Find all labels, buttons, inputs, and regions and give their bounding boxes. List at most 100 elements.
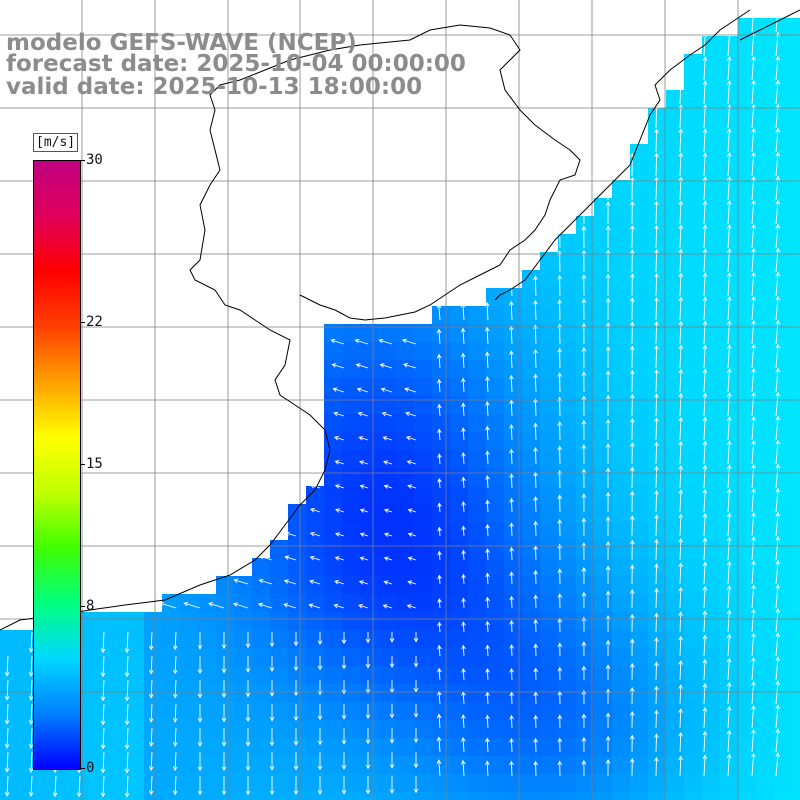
wind-speed-cell [414, 576, 433, 595]
wind-speed-cell [432, 450, 451, 469]
wind-arrow [28, 775, 34, 798]
wind-arrow [358, 580, 369, 585]
wind-speed-cell [720, 90, 739, 109]
wind-speed-cell [180, 756, 199, 775]
wind-speed-cell [342, 342, 361, 361]
wind-arrow [678, 465, 684, 489]
wind-speed-cell [774, 612, 793, 631]
wind-arrow [233, 578, 249, 585]
wind-speed-cell [468, 360, 487, 379]
wind-arrow [557, 543, 563, 561]
wind-arrow [605, 491, 611, 513]
wind-arrow [629, 613, 635, 633]
wind-speed-cell [594, 342, 613, 361]
wind-arrow [378, 338, 393, 345]
wind-speed-cell [360, 414, 379, 433]
wind-speed-cell [612, 558, 631, 577]
wind-arrow [751, 680, 756, 705]
valid-date-title: valid date: 2025-10-13 18:00:00 [6, 74, 423, 100]
wind-speed-cell [558, 486, 577, 505]
wind-speed-cell [630, 522, 649, 541]
wind-speed-cell [36, 774, 55, 793]
wind-speed-cell [486, 450, 505, 469]
wind-arrow [702, 488, 708, 513]
wind-speed-cell [378, 378, 397, 397]
colorbar-gradient [34, 161, 80, 769]
wind-speed-cell [684, 594, 703, 613]
wind-speed-cell [756, 288, 775, 307]
wind-speed-cell [108, 702, 127, 721]
wind-speed-cell [450, 540, 469, 559]
wind-arrow [581, 591, 587, 609]
wind-arrow [407, 508, 417, 513]
wind-speed-cell [378, 702, 397, 721]
wind-arrow [533, 496, 538, 513]
wind-speed-cell [486, 486, 505, 505]
wind-speed-cell [540, 504, 559, 523]
wind-speed-cell [558, 432, 577, 451]
wind-speed-cell [450, 468, 469, 487]
wind-speed-cell [162, 594, 181, 613]
wind-speed-cell [612, 252, 631, 271]
wind-arrow [461, 667, 466, 681]
wind-speed-cell [468, 630, 487, 649]
wind-speed-cell [684, 288, 703, 307]
wind-arrow [245, 680, 251, 698]
wind-speed-cell [756, 558, 775, 577]
wind-arrow [334, 460, 345, 465]
wind-speed-cell [414, 630, 433, 649]
wind-speed-cell [414, 738, 433, 757]
wind-speed-cell [522, 702, 541, 721]
wind-speed-cell [396, 720, 415, 739]
wind-speed-cell [612, 234, 631, 253]
wind-speed-cell [738, 396, 757, 415]
wind-arrow [509, 691, 514, 705]
wind-arrow [365, 704, 371, 720]
wind-speed-cell [360, 540, 379, 559]
wind-speed-cell [792, 630, 800, 649]
wind-speed-cell [540, 558, 559, 577]
wind-arrow [557, 274, 562, 297]
wind-arrow [702, 248, 708, 273]
wind-arrow [557, 760, 563, 777]
wind-speed-cell [432, 738, 451, 757]
wind-speed-cell [504, 702, 523, 721]
wind-arrow [726, 223, 732, 249]
wind-speed-cell [432, 774, 451, 793]
wind-arrow [221, 776, 227, 796]
wind-arrow [148, 631, 154, 651]
wind-arrow [775, 463, 781, 489]
wind-speed-cell [360, 558, 379, 577]
wind-arrow [726, 560, 732, 585]
wind-speed-cell [540, 666, 559, 685]
wind-arrow [269, 776, 275, 796]
wind-speed-cell [540, 486, 559, 505]
wind-arrow [775, 7, 781, 33]
wind-speed-cell [666, 576, 685, 595]
wind-speed-cell [504, 576, 523, 595]
wind-speed-cell [684, 162, 703, 181]
wind-speed-cell [306, 558, 325, 577]
wind-arrow [365, 728, 371, 745]
wind-arrow [331, 363, 345, 369]
wind-speed-cell [414, 522, 433, 541]
wind-arrow [365, 776, 371, 795]
wind-speed-cell [432, 396, 451, 415]
wind-speed-cell [540, 468, 559, 487]
wind-speed-cell [342, 702, 361, 721]
wind-speed-cell [756, 576, 775, 595]
wind-speed-cell [648, 270, 667, 289]
wind-arrow [509, 374, 514, 393]
wind-speed-cell [360, 576, 379, 595]
wind-speed-cell [216, 774, 235, 793]
wind-speed-cell [504, 684, 523, 703]
wind-arrow [28, 727, 34, 749]
wind-arrow [654, 756, 659, 777]
wind-arrow [702, 440, 708, 465]
wind-speed-cell [486, 774, 505, 793]
wind-speed-cell [378, 576, 397, 595]
wind-arrow [726, 464, 732, 489]
wind-speed-cell [756, 450, 775, 469]
wind-speed-cell [486, 342, 505, 361]
wind-arrow [726, 79, 732, 105]
